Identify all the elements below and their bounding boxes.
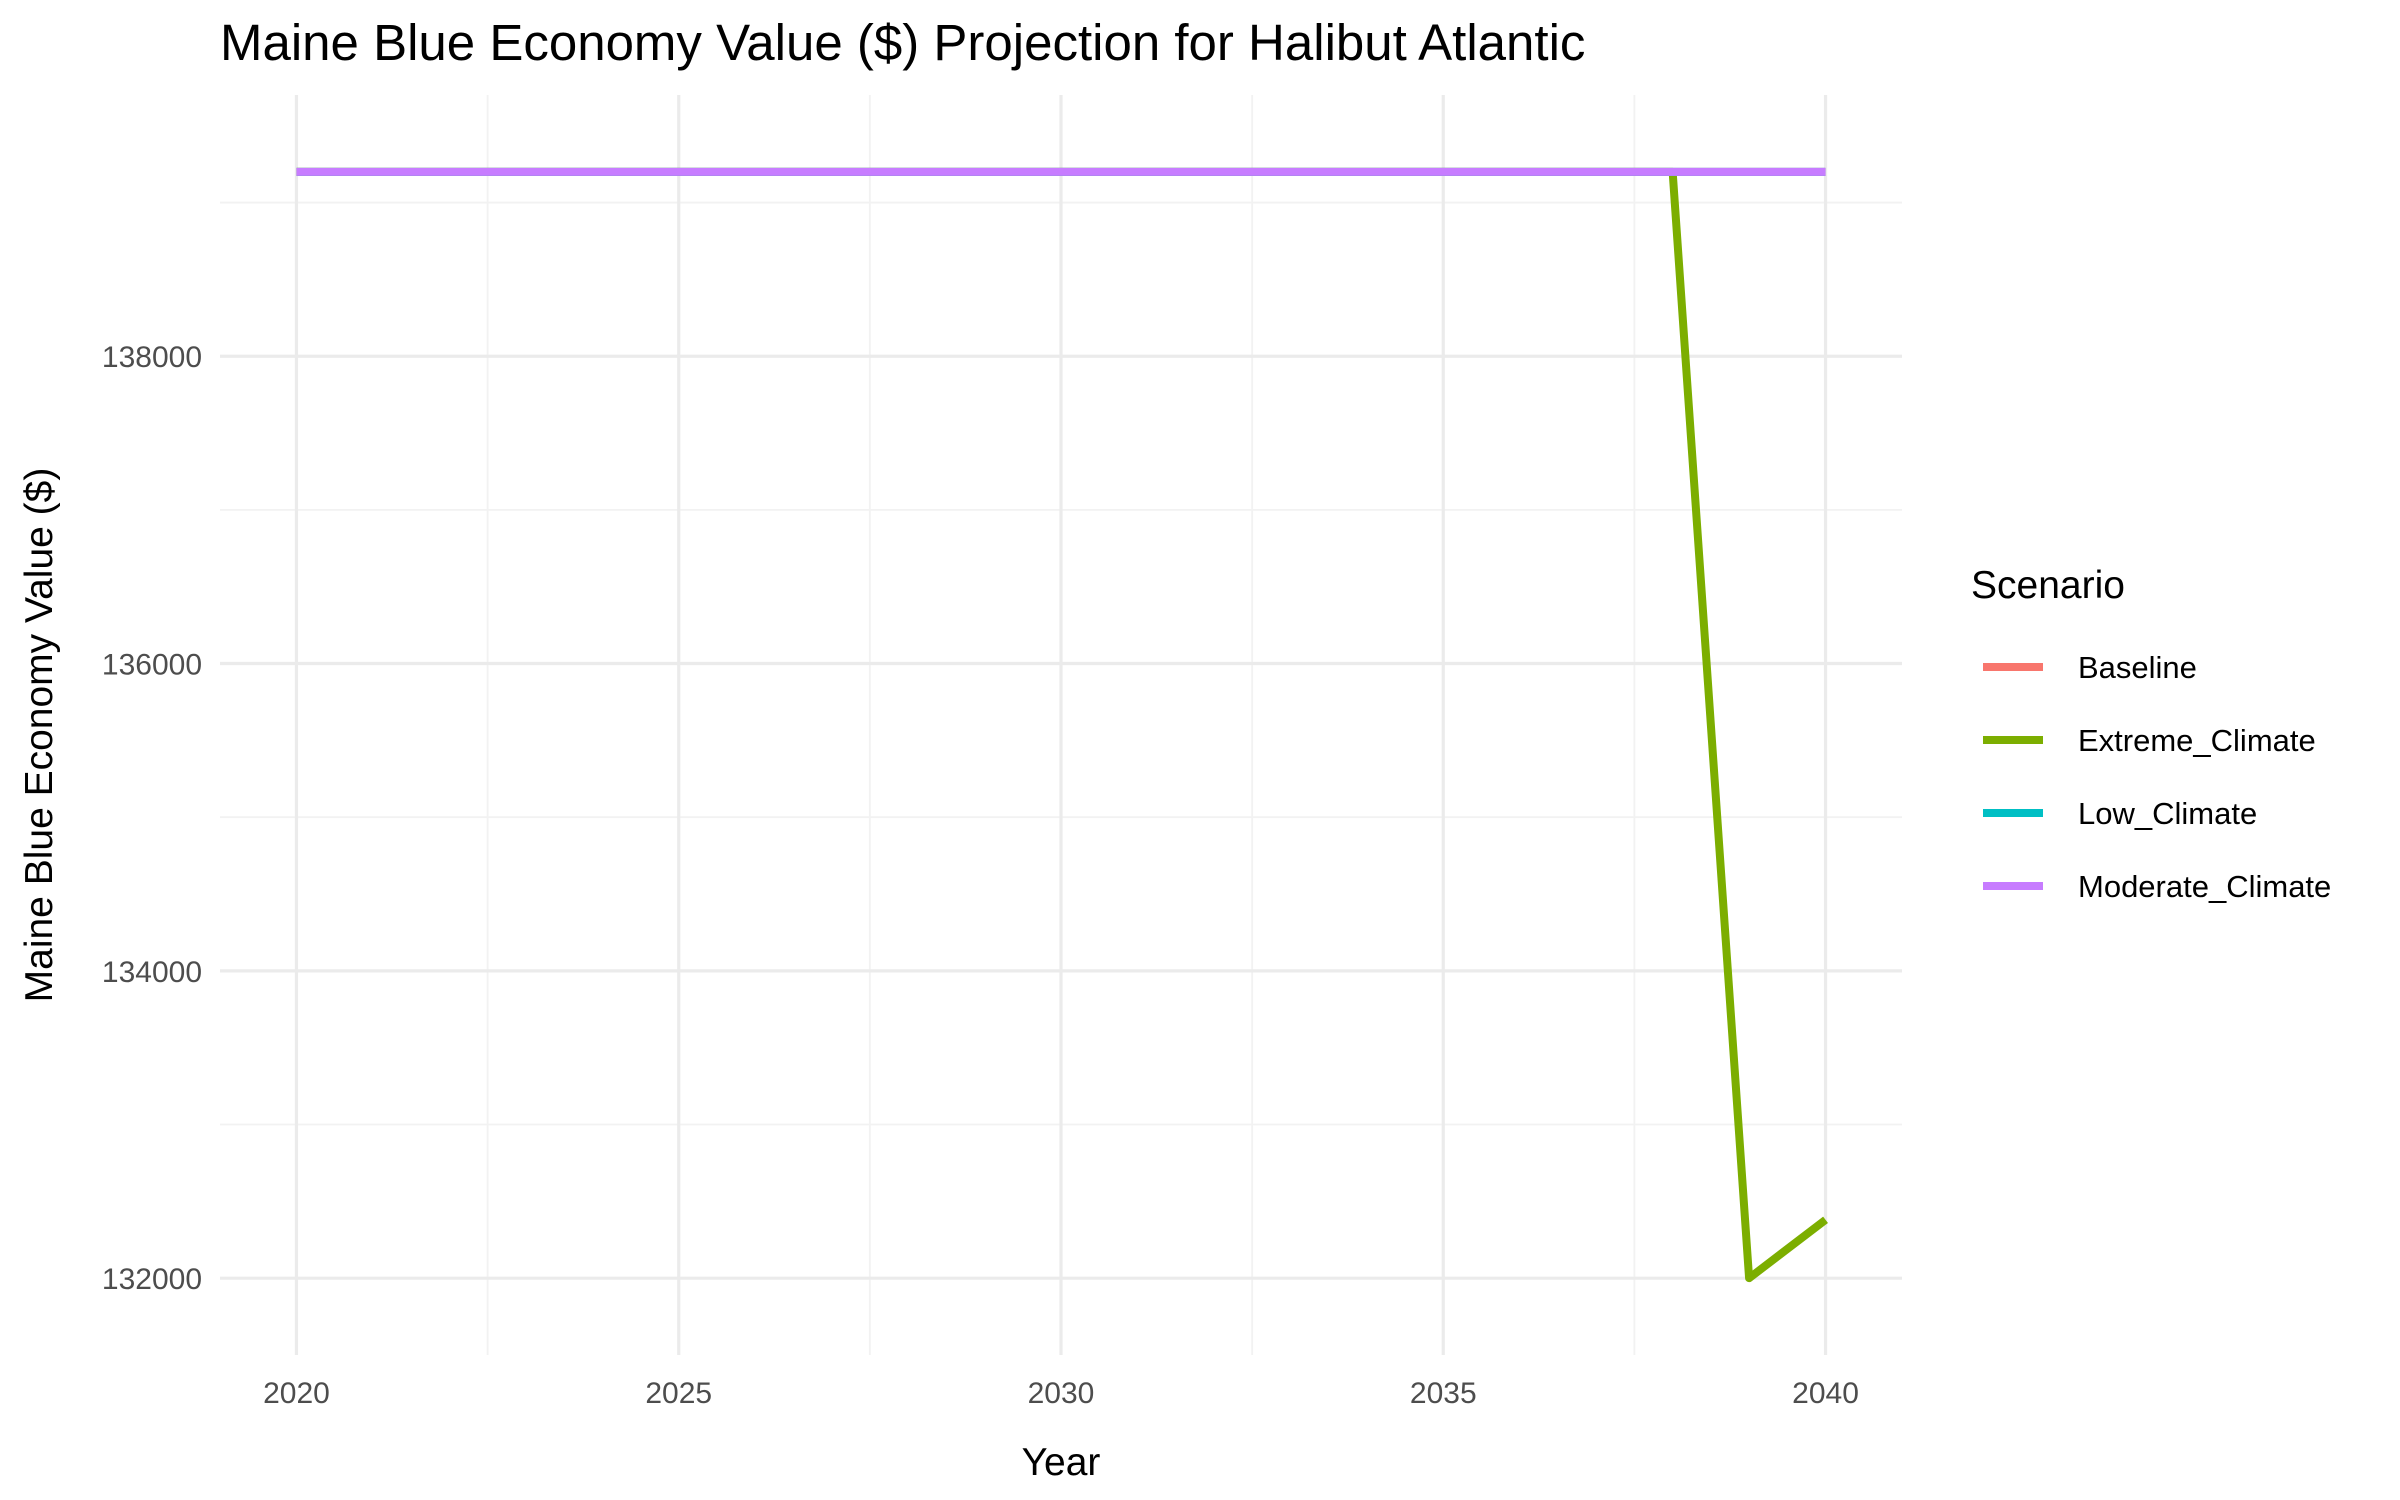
x-axis-ticks: 2020 2025 2030 2035 2040 [263, 1377, 1859, 1410]
legend: Scenario Baseline Extreme_Climate Low_Clim… [1971, 564, 2331, 904]
series-layer [296, 167, 1828, 1283]
x-tick-label: 2020 [263, 1377, 330, 1410]
legend-label-baseline: Baseline [2078, 650, 2197, 685]
legend-title: Scenario [1971, 564, 2125, 607]
x-tick-label: 2025 [645, 1377, 712, 1410]
y-tick-label: 138000 [102, 341, 202, 374]
x-tick-label: 2030 [1028, 1377, 1095, 1410]
y-tick-label: 136000 [102, 649, 202, 682]
legend-label-low-climate: Low_Climate [2078, 796, 2257, 831]
grid [220, 95, 1902, 1355]
chart-title: Maine Blue Economy Value ($) Projection … [220, 14, 1585, 71]
y-axis-title: Maine Blue Economy Value ($) [18, 468, 61, 1003]
legend-label-moderate-climate: Moderate_Climate [2078, 869, 2331, 904]
y-axis-ticks: 132000 134000 136000 138000 [102, 341, 202, 1296]
x-tick-label: 2035 [1410, 1377, 1477, 1410]
legend-label-extreme-climate: Extreme_Climate [2078, 723, 2316, 758]
legend-items: Baseline Extreme_Climate Low_Climate Modera… [1983, 650, 2331, 904]
x-axis-title: Year [1022, 1441, 1101, 1484]
y-tick-label: 132000 [102, 1263, 202, 1296]
y-tick-label: 134000 [102, 956, 202, 989]
x-tick-label: 2040 [1792, 1377, 1859, 1410]
